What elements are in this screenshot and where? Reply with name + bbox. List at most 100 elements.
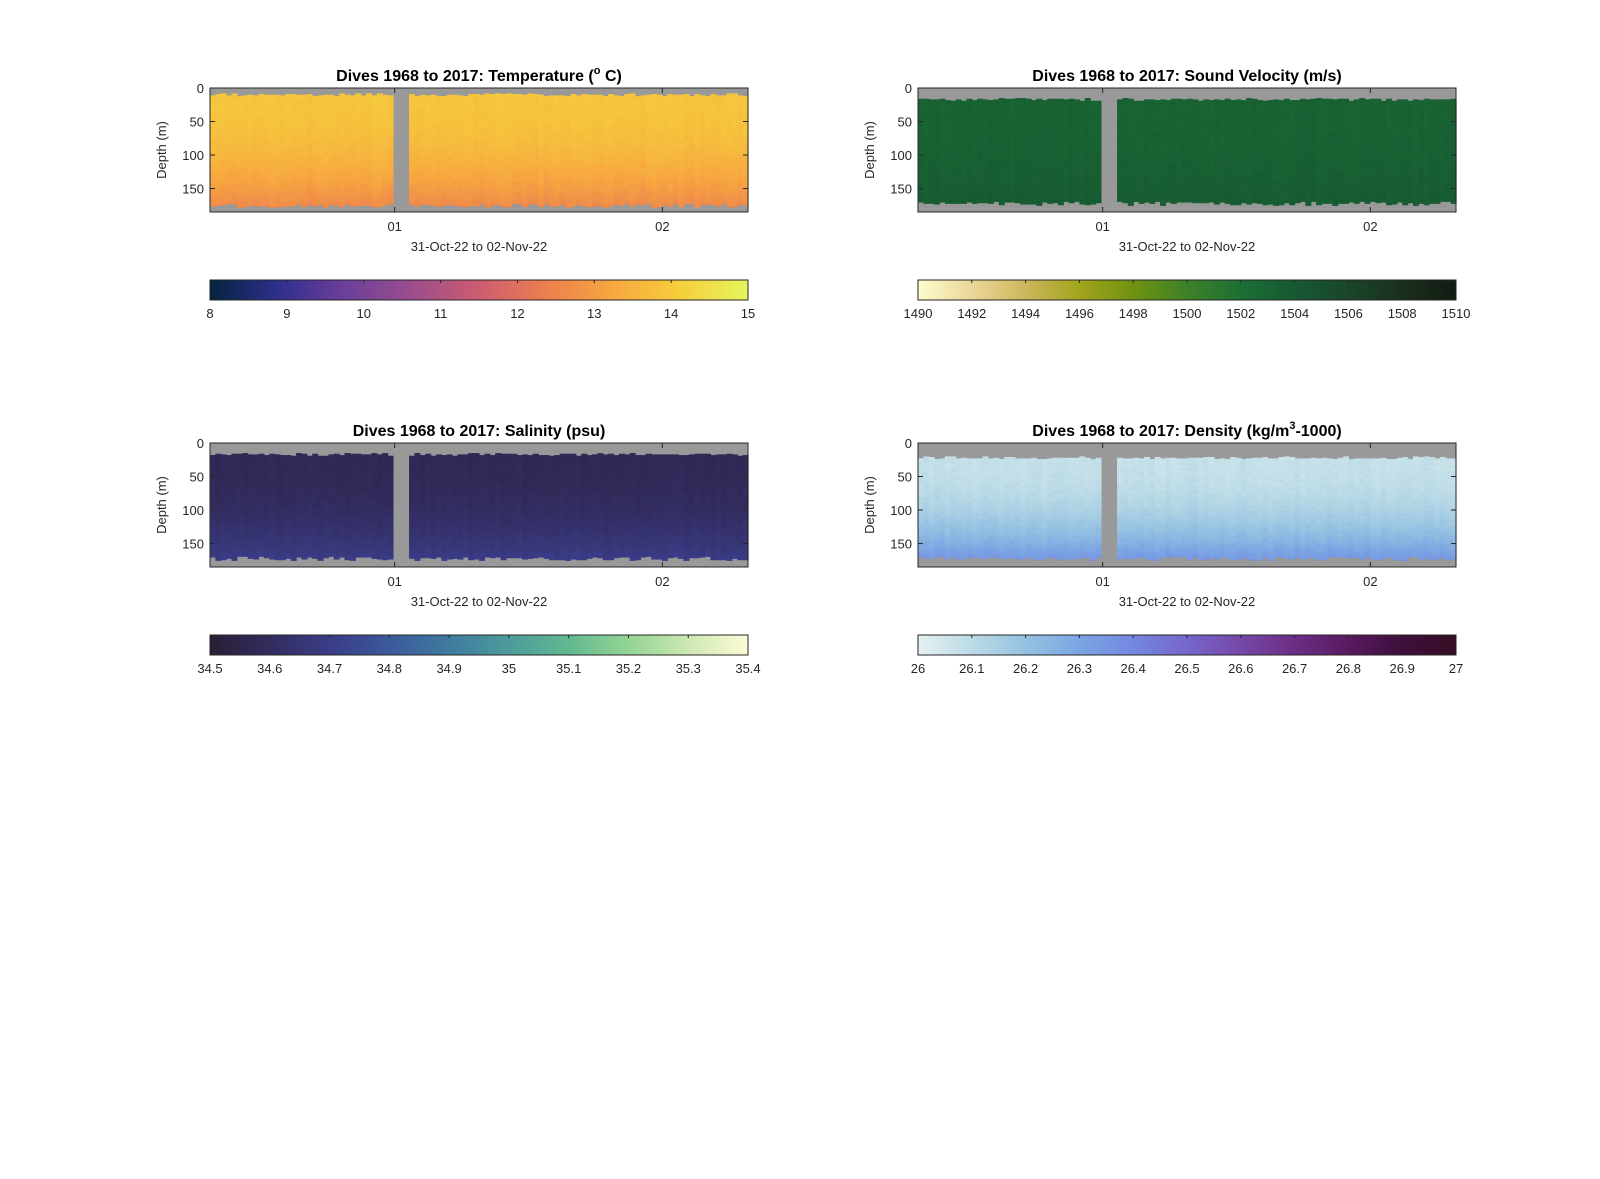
heatmap-cell bbox=[349, 144, 356, 148]
heatmap-cell bbox=[430, 181, 437, 185]
heatmap-cell bbox=[285, 186, 292, 191]
heatmap-cell bbox=[382, 150, 389, 154]
heatmap-cell bbox=[322, 130, 329, 134]
heatmap-cell bbox=[274, 116, 281, 120]
heatmap-cell bbox=[344, 135, 351, 140]
heatmap-cell bbox=[274, 186, 281, 191]
heatmap-cell bbox=[247, 186, 254, 191]
heatmap-cell bbox=[387, 166, 394, 171]
heatmap-cell bbox=[322, 113, 329, 117]
heatmap-cell bbox=[322, 102, 329, 106]
heatmap-cell bbox=[425, 124, 432, 129]
heatmap-cell bbox=[452, 141, 459, 145]
heatmap-cell bbox=[253, 155, 260, 160]
heatmap-cell bbox=[253, 195, 260, 199]
heatmap-cell bbox=[226, 138, 233, 143]
heatmap-cell bbox=[333, 169, 340, 174]
heatmap-cell bbox=[366, 178, 372, 182]
heatmap-cell bbox=[344, 121, 351, 126]
heatmap-cell bbox=[468, 121, 475, 126]
heatmap-cell bbox=[457, 119, 464, 123]
heatmap-cell bbox=[430, 116, 437, 120]
heatmap-cell bbox=[629, 203, 636, 207]
heatmap-cell bbox=[425, 104, 432, 109]
heatmap-cell bbox=[236, 152, 243, 157]
heatmap-cell bbox=[360, 172, 367, 176]
heatmap-cell bbox=[409, 183, 416, 188]
heatmap-cell bbox=[322, 116, 329, 120]
heatmap-cell bbox=[349, 138, 356, 143]
heatmap-cell bbox=[344, 104, 351, 109]
heatmap-cell bbox=[366, 161, 372, 165]
heatmap-cell bbox=[253, 96, 260, 100]
heatmap-cell bbox=[349, 104, 356, 109]
heatmap-cell bbox=[296, 164, 303, 168]
heatmap-cell bbox=[231, 107, 238, 112]
heatmap-cell bbox=[462, 189, 469, 193]
heatmap-cell bbox=[215, 200, 222, 205]
heatmap-cell bbox=[328, 195, 335, 199]
heatmap-cell bbox=[419, 121, 426, 126]
heatmap-cell bbox=[301, 113, 308, 117]
heatmap-cell bbox=[258, 102, 265, 106]
heatmap-cell bbox=[290, 186, 297, 191]
heatmap-cell bbox=[468, 169, 475, 174]
heatmap-cell bbox=[425, 195, 432, 199]
heatmap-cell bbox=[360, 147, 367, 151]
heatmap-cell bbox=[468, 164, 475, 168]
heatmap-cell bbox=[328, 99, 335, 103]
heatmap-cell bbox=[414, 189, 421, 193]
heatmap-cell bbox=[430, 124, 437, 129]
heatmap-cell bbox=[349, 141, 356, 145]
heatmap-cell bbox=[462, 104, 469, 109]
heatmap-cell bbox=[333, 192, 340, 196]
heatmap-cell bbox=[425, 197, 432, 202]
heatmap-cell bbox=[939, 200, 946, 203]
heatmap-cell bbox=[344, 166, 351, 171]
heatmap-cell bbox=[425, 181, 432, 185]
heatmap-cell bbox=[215, 116, 222, 120]
heatmap-cell bbox=[500, 206, 507, 208]
heatmap-cell bbox=[242, 107, 249, 112]
heatmap-cell bbox=[279, 144, 286, 148]
heatmap-cell bbox=[296, 116, 303, 120]
heatmap-cell bbox=[220, 200, 227, 205]
heatmap-cell bbox=[360, 113, 367, 117]
heatmap-cell bbox=[290, 150, 297, 154]
heatmap-cell bbox=[387, 158, 394, 162]
heatmap-cell bbox=[247, 147, 254, 151]
heatmap-cell bbox=[312, 116, 319, 120]
heatmap-cell bbox=[430, 152, 437, 157]
heatmap-cell bbox=[333, 152, 340, 157]
heatmap-cell bbox=[446, 152, 453, 157]
heatmap-cell bbox=[253, 172, 260, 176]
heatmap-cell bbox=[279, 169, 286, 174]
heatmap-cell bbox=[387, 99, 394, 103]
heatmap-cell bbox=[419, 169, 426, 174]
heatmap-cell bbox=[312, 124, 319, 129]
heatmap-cell bbox=[274, 94, 281, 98]
heatmap-cell bbox=[236, 116, 243, 120]
heatmap-cell bbox=[231, 203, 238, 205]
y-tick-label: 50 bbox=[190, 115, 204, 130]
heatmap-cell bbox=[247, 152, 254, 157]
heatmap-cell bbox=[317, 110, 324, 114]
heatmap-cell bbox=[425, 183, 432, 188]
heatmap-cell bbox=[430, 161, 437, 165]
heatmap-cell bbox=[226, 164, 233, 168]
heatmap-cell bbox=[349, 121, 356, 126]
heatmap-cell bbox=[435, 186, 442, 191]
heatmap-cell bbox=[290, 200, 297, 205]
heatmap-cell bbox=[462, 121, 469, 126]
heatmap-cell bbox=[317, 124, 324, 129]
heatmap-cell bbox=[382, 133, 389, 137]
heatmap-cell bbox=[258, 181, 265, 185]
heatmap-cell bbox=[387, 96, 394, 100]
heatmap-cell bbox=[371, 197, 378, 202]
heatmap-cell bbox=[215, 183, 222, 188]
heatmap-cell bbox=[435, 203, 442, 207]
heatmap-cell bbox=[1004, 200, 1011, 203]
heatmap-cell bbox=[215, 110, 222, 114]
heatmap-cell bbox=[430, 200, 437, 205]
